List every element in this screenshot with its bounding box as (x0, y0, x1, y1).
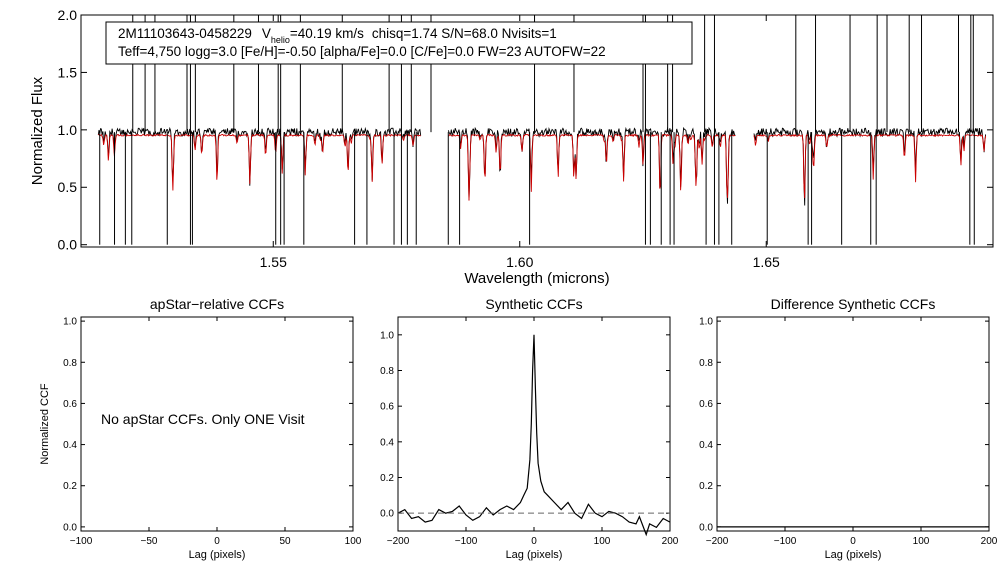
ccf-line (397, 334, 671, 537)
x-tick-label: 100 (594, 536, 611, 547)
x-axis-label: Lag (pixels) (825, 549, 882, 561)
y-tick-label: 0.4 (380, 437, 394, 448)
y-tick-label: 0.6 (380, 402, 394, 413)
x-axis-label: Lag (pixels) (506, 549, 563, 561)
y-tick-label: 0.6 (699, 399, 713, 410)
y-tick-label: 0.6 (63, 399, 77, 410)
x-tick-label: −200 (706, 536, 729, 547)
y-tick-label: 0.0 (699, 522, 713, 533)
chart-title: Synthetic CCFs (485, 296, 582, 312)
no-ccf-message: No apStar CCFs. Only ONE Visit (101, 411, 305, 427)
x-tick-label: 1.55 (260, 254, 287, 270)
x-axis-label: Lag (pixels) (189, 549, 246, 561)
y-tick-label: 0.8 (380, 366, 394, 377)
y-tick-label: 1.0 (63, 317, 77, 328)
y-tick-label: 0.2 (699, 481, 713, 492)
x-tick-label: 1.60 (506, 254, 533, 270)
x-tick-label: −200 (387, 536, 410, 547)
info-box (105, 21, 693, 65)
model-spectrum-line (753, 133, 987, 199)
y-tick-label: 0.8 (699, 358, 713, 369)
y-tick-label: 0.0 (380, 509, 394, 520)
star-id: 2M11103643-0458229 (118, 26, 252, 41)
x-tick-label: 200 (981, 536, 998, 547)
spectrum-axes: 1.55 1.60 1.65 0.0 0.5 1.0 1.5 2.0 Wavelength (m… (29, 7, 994, 287)
x-tick-label: 0 (214, 536, 220, 547)
y-tick-label: 1.0 (380, 330, 394, 341)
x-tick-label: −100 (774, 536, 797, 547)
vhelio-symbol: V (262, 26, 271, 41)
y-tick-label: 0.5 (58, 179, 78, 195)
x-tick-label: 50 (279, 536, 291, 547)
axes-frame (716, 316, 990, 532)
y-axis-label: Normalized Flux (29, 76, 46, 185)
y-tick-label: 1.0 (699, 317, 713, 328)
x-tick-label: −50 (141, 536, 158, 547)
x-tick-label: 0 (531, 536, 537, 547)
y-tick-label: 0.8 (63, 358, 77, 369)
x-tick-label: 1.65 (753, 254, 780, 270)
spectrum-plot-area (97, 15, 987, 245)
x-tick-label: −100 (70, 536, 93, 547)
y-tick-label: 1.5 (58, 64, 78, 80)
model-spectrum-line (448, 133, 736, 201)
x-axis-label: Wavelength (microns) (464, 270, 609, 287)
synthetic-ccf-panel: −200 −100 0 100 200 0.0 0.2 0.4 0.6 0.8 1.0 Lag (pi… (380, 296, 679, 561)
x-tick-label: 100 (345, 536, 362, 547)
apstar-ccf-panel: No apStar CCFs. Only ONE Visit −100 −50 0 5… (39, 296, 362, 561)
difference-ccf-panel: −200 −100 0 100 200 0.0 0.2 0.4 0.6 0.8 1.0 Lag (pi… (699, 296, 998, 561)
x-tick-label: −100 (455, 536, 478, 547)
y-tick-label: 0.4 (699, 440, 713, 451)
y-tick-label: 2.0 (58, 7, 78, 23)
y-axis-label: Normalized CCF (39, 383, 51, 465)
x-tick-label: 0 (850, 536, 856, 547)
observed-spectrum-line (447, 126, 736, 204)
chart-title: apStar−relative CCFs (150, 296, 284, 312)
axes-frame (80, 14, 994, 248)
chart-title: Difference Synthetic CCFs (771, 296, 936, 312)
info-line-1: 2M11103643-0458229 Vhelio=40.19 km/s chisq… (118, 26, 557, 45)
y-tick-label: 0.0 (58, 237, 78, 253)
y-tick-label: 0.4 (63, 440, 77, 451)
vhelio-value: =40.19 km/s (290, 26, 364, 41)
y-tick-label: 1.0 (58, 122, 78, 138)
spectrum-panel: 1.55 1.60 1.65 0.0 0.5 1.0 1.5 2.0 Wavelength (m… (29, 7, 994, 287)
vhelio-subscript: helio (271, 35, 290, 45)
observed-spectrum-line (753, 127, 987, 206)
fit-stats: chisq=1.74 S/N=68.0 Nvisits=1 (372, 26, 557, 41)
x-tick-label: 100 (913, 536, 930, 547)
info-line-2: Teff=4,750 logg=3.0 [Fe/H]=-0.50 [alpha/… (118, 44, 606, 59)
x-tick-label: 200 (662, 536, 679, 547)
y-tick-label: 0.2 (380, 473, 394, 484)
y-tick-label: 0.2 (63, 481, 77, 492)
y-tick-label: 0.0 (63, 522, 77, 533)
